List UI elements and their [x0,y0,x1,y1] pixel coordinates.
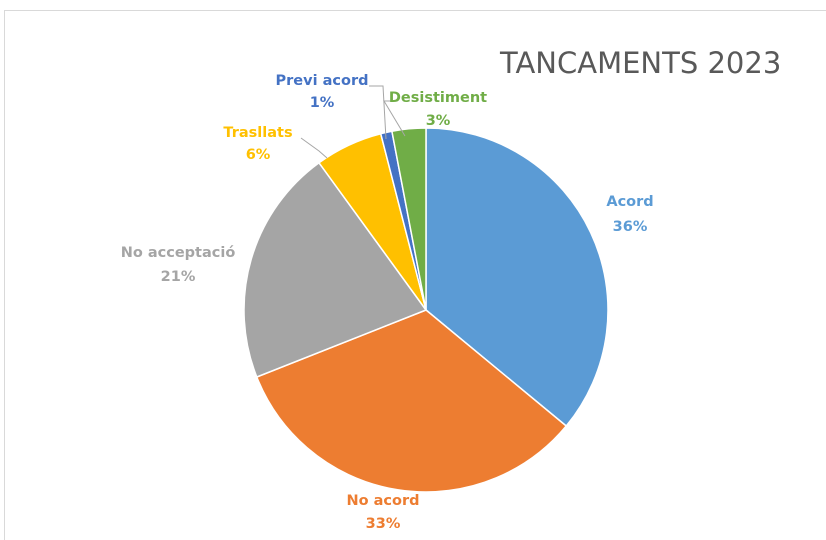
slice-label-acord: Acord [606,194,653,210]
slice-label-no-acord: No acord [346,493,419,509]
slice-value-desistiment: 3% [426,113,451,129]
leader-line-desistiment [383,100,406,137]
pie-slice-desistiment [391,127,427,311]
pie-chart: TANCAMENTS 2023 Acord 36% No acord 33% No ac… [121,46,782,531]
leader-line-previ-acord [369,85,387,140]
slice-value-previ-acord: 1% [310,95,335,111]
slice-label-desistiment: Desistiment [389,90,487,106]
pie-slice-acord [425,127,609,428]
chart-title: TANCAMENTS 2023 [499,46,781,80]
slice-value-no-acceptacio: 21% [161,269,196,285]
slice-label-no-acceptacio: No acceptació [121,245,236,261]
slice-label-trasllats: Trasllats [223,125,292,141]
leader-line-trasllats [300,137,328,159]
slice-label-previ-acord: Previ acord [276,73,369,89]
slice-value-no-acord: 33% [366,516,401,531]
slice-value-trasllats: 6% [246,147,271,163]
slice-value-acord: 36% [613,219,648,235]
chart-frame: TANCAMENTS 2023 Acord 36% No acord 33% No ac… [4,10,826,540]
pie-slice-no-acord [255,309,568,493]
pie-slice-no-acceptacio [243,161,428,378]
